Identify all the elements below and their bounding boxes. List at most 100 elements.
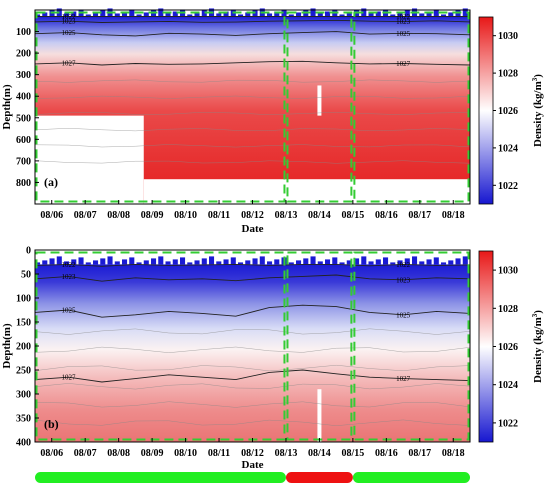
y-tick-label: 500	[16, 113, 31, 124]
surface-spike	[122, 11, 128, 17]
x-axis-label: Date	[242, 223, 264, 235]
contour-line	[34, 383, 471, 390]
surface-spike	[158, 8, 164, 17]
highlight-box-3	[353, 251, 470, 441]
surface-spike	[143, 260, 149, 265]
surface-spike	[100, 10, 106, 17]
surface-spike	[441, 14, 447, 17]
surface-spike	[180, 257, 186, 265]
x-tick-label: 08/14	[308, 210, 331, 221]
surface-spike	[317, 261, 323, 265]
x-tick-label: 08/15	[341, 448, 364, 459]
surface-spike	[223, 259, 229, 265]
surface-spike	[346, 260, 352, 265]
y-tick-label: 100	[16, 27, 31, 38]
x-tick-label: 08/07	[74, 210, 97, 221]
x-tick-label: 08/09	[141, 448, 164, 459]
surface-spike	[433, 257, 439, 265]
surface-spike	[368, 261, 374, 265]
y-tick-label: 0	[26, 246, 31, 257]
x-tick-label: 08/08	[107, 210, 130, 221]
surface-spike	[462, 8, 468, 17]
surface-spike	[419, 261, 425, 265]
contour-label: 1023	[396, 276, 411, 284]
surface-spike	[35, 14, 41, 17]
contour-line	[34, 419, 471, 426]
surface-spike	[317, 13, 323, 17]
colorbar-label: Density (kg/m3)	[531, 310, 544, 383]
surface-spike	[71, 259, 77, 265]
x-tick-label: 08/18	[442, 210, 465, 221]
surface-spike	[419, 13, 425, 17]
y-axis-label: Depth(m)	[1, 323, 13, 369]
x-tick-label: 08/07	[74, 448, 97, 459]
surface-spike	[209, 256, 215, 265]
surface-spike	[201, 10, 207, 17]
y-tick-label: 150	[16, 318, 31, 329]
colorbar-tick-label: 1024	[498, 143, 518, 154]
surface-spike	[259, 256, 265, 265]
y-tick-label: 350	[16, 414, 31, 425]
contour-line	[34, 79, 471, 83]
phase-bar	[35, 472, 470, 483]
x-tick-label: 08/17	[408, 448, 431, 459]
surface-spike	[375, 11, 381, 17]
x-tick-label: 08/09	[141, 210, 164, 221]
surface-spike	[245, 260, 251, 265]
x-tick-label: 08/16	[375, 448, 398, 459]
surface-spike	[252, 258, 258, 265]
surface-spike	[56, 256, 62, 265]
contour-label: 1027	[396, 375, 411, 383]
surface-spike	[187, 14, 193, 17]
surface-spike	[122, 259, 128, 265]
surface-spike	[390, 262, 396, 265]
surface-spike	[412, 256, 418, 265]
x-tick-label: 08/06	[40, 210, 63, 221]
colorbar-unit-exponent: 3	[531, 313, 539, 317]
surface-spike	[288, 262, 294, 265]
surface-spike	[238, 14, 244, 17]
surface-spike	[448, 260, 454, 265]
y-tick-label: 700	[16, 156, 31, 167]
surface-spike	[151, 258, 157, 265]
colorbar-tick-label: 1028	[498, 304, 518, 315]
y-tick-label: 300	[16, 70, 31, 81]
phase-segment-1	[35, 472, 286, 483]
contour-line	[34, 144, 471, 148]
surface-spike	[368, 13, 374, 17]
surface-spike	[107, 256, 113, 265]
contour-label: 1022	[396, 13, 411, 21]
surface-spike	[136, 14, 142, 17]
surface-spike	[433, 9, 439, 17]
surface-spike	[114, 261, 120, 265]
surface-spike	[281, 9, 287, 17]
contour-1022	[34, 263, 471, 267]
y-tick-label: 400	[16, 92, 31, 103]
surface-spike	[129, 9, 135, 17]
surface-spike	[397, 12, 403, 17]
surface-spike	[93, 260, 99, 265]
colorbar-label: Density (kg/m3)	[531, 74, 544, 147]
surface-spike	[397, 260, 403, 265]
contour-line	[34, 328, 471, 335]
surface-spike	[136, 262, 142, 265]
x-tick-label: 08/17	[408, 210, 431, 221]
contour-label: 1023	[61, 273, 76, 281]
contour-label: 1023	[61, 18, 76, 26]
surface-spike	[143, 12, 149, 17]
surface-spike	[332, 257, 338, 265]
colorbar-tick-label: 1022	[498, 181, 518, 192]
colorbar	[478, 250, 494, 443]
surface-spike	[230, 257, 236, 265]
surface-spike	[165, 13, 171, 17]
surface-spike	[223, 11, 229, 17]
surface-spike	[267, 261, 273, 265]
surface-spike	[114, 13, 120, 17]
colorbar-tick-label: 1026	[498, 106, 518, 117]
surface-spike	[296, 260, 302, 265]
surface-spike	[404, 258, 410, 265]
contour-line	[34, 346, 471, 353]
surface-spike	[93, 12, 99, 17]
surface-spike	[339, 14, 345, 17]
y-tick-label: 200	[16, 342, 31, 353]
